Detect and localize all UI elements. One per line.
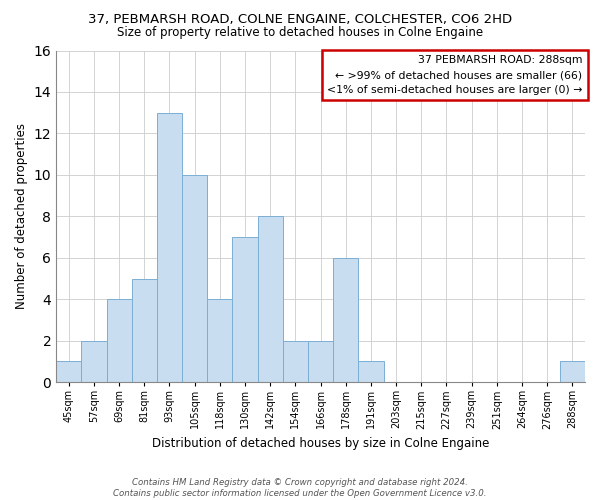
Text: Size of property relative to detached houses in Colne Engaine: Size of property relative to detached ho… <box>117 26 483 39</box>
Bar <box>107 300 132 382</box>
Bar <box>182 175 207 382</box>
Bar <box>82 341 107 382</box>
Bar <box>308 341 333 382</box>
Text: 37 PEBMARSH ROAD: 288sqm
← >99% of detached houses are smaller (66)
<1% of semi-: 37 PEBMARSH ROAD: 288sqm ← >99% of detac… <box>327 56 583 95</box>
Bar <box>333 258 358 382</box>
Bar <box>132 278 157 382</box>
X-axis label: Distribution of detached houses by size in Colne Engaine: Distribution of detached houses by size … <box>152 437 489 450</box>
Bar <box>56 362 82 382</box>
Bar <box>358 362 383 382</box>
Bar <box>157 112 182 382</box>
Y-axis label: Number of detached properties: Number of detached properties <box>15 124 28 310</box>
Bar <box>560 362 585 382</box>
Bar <box>232 237 257 382</box>
Bar <box>257 216 283 382</box>
Bar <box>207 300 232 382</box>
Text: 37, PEBMARSH ROAD, COLNE ENGAINE, COLCHESTER, CO6 2HD: 37, PEBMARSH ROAD, COLNE ENGAINE, COLCHE… <box>88 12 512 26</box>
Text: Contains HM Land Registry data © Crown copyright and database right 2024.
Contai: Contains HM Land Registry data © Crown c… <box>113 478 487 498</box>
Bar <box>283 341 308 382</box>
